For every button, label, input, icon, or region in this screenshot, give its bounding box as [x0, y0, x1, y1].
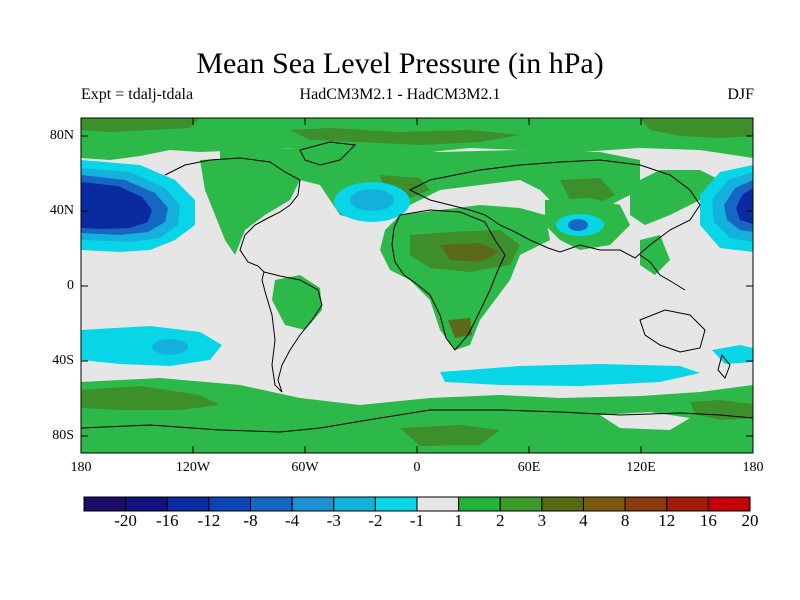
colorbar-label: -2: [368, 511, 383, 530]
eurasia-positive-anomaly: [220, 148, 640, 220]
north-pacific-low-core-west: [81, 182, 152, 229]
colorbar-label: -12: [197, 511, 221, 530]
y-tick-label: 80S: [52, 428, 74, 443]
north-atlantic-low-core: [350, 189, 394, 211]
southern-africa-dark-olive: [448, 318, 472, 338]
south-america-positive: [272, 275, 322, 330]
colorbar-label: 12: [658, 511, 676, 530]
greenland-coastline: [299, 141, 357, 166]
south-pacific-low-core: [152, 339, 188, 355]
colorbar-label: -16: [155, 511, 179, 530]
siberia-olive-patch: [560, 178, 615, 205]
colorbar-label: 8: [620, 511, 630, 530]
antarctica-coastline: [81, 409, 753, 433]
himalaya-negative-core: [568, 219, 588, 231]
colorbar-swatch: [458, 496, 501, 512]
north-pacific-low-core-east: [736, 188, 753, 224]
antarctic-olive-west: [81, 386, 220, 410]
x-tick-label: 60W: [291, 460, 319, 475]
antarctic-olive-east: [690, 400, 753, 420]
colorbar-swatch: [250, 496, 293, 512]
model-label: HadCM3M2.1 - HadCM3M2.1: [299, 86, 501, 103]
colorbar-swatch: [125, 496, 168, 512]
colorbar-swatch: [374, 496, 418, 512]
colorbar-swatch: [416, 496, 460, 512]
x-tick-label: 0: [413, 460, 421, 475]
southern-ocean-low-band: [440, 364, 700, 386]
colorbar-swatch: [666, 496, 709, 512]
experiment-label: Expt = tdalj-tdala: [81, 86, 194, 103]
colorbar-swatch: [166, 496, 210, 512]
y-tick-label: 40S: [52, 353, 74, 368]
colorbar-swatch: [583, 496, 626, 512]
colorbar-swatch: [291, 496, 335, 512]
x-tick-label: 180: [742, 460, 764, 475]
season-label: DJF: [727, 86, 754, 103]
south-pacific-low: [81, 326, 222, 366]
colorbar-label: -20: [114, 511, 137, 530]
colorbar-swatch: [707, 496, 751, 512]
colorbar-label: 4: [579, 511, 588, 530]
colorbar-swatch: [499, 496, 543, 512]
coastlines: [81, 141, 753, 433]
indochina-positive: [640, 235, 670, 275]
antarctic-olive-central: [400, 425, 500, 446]
colorbar-label: 16: [699, 511, 717, 530]
x-tick-label: 60E: [517, 460, 541, 475]
south-america-coastline: [261, 271, 323, 393]
east-asia-positive: [630, 170, 720, 225]
maritime-continent-coastline: [639, 254, 686, 291]
colorbar-label: 3: [537, 511, 547, 530]
antarctic-neutral-pocket: [600, 412, 690, 430]
colorbar-label: -4: [285, 511, 300, 530]
y-tick-label: 80N: [49, 128, 74, 143]
new-zealand-coastline: [717, 353, 731, 379]
pressure-field: [81, 118, 753, 453]
arctic-olive-west: [81, 118, 200, 132]
x-tick-label: 120E: [626, 460, 656, 475]
colorbar-label: 20: [741, 511, 759, 530]
tick-marks: [81, 118, 753, 453]
australia-coastline: [639, 309, 706, 353]
colorbar-label: 1: [454, 511, 463, 530]
colorbar-swatch: [624, 496, 668, 512]
x-tick-label: 120W: [175, 460, 211, 475]
north-america-coastline: [164, 157, 301, 273]
arctic-olive-east: [640, 118, 753, 138]
x-tick-label: 180: [70, 460, 92, 475]
y-tick-label: 0: [67, 278, 74, 293]
arctic-olive-central: [290, 128, 520, 145]
map-title: Mean Sea Level Pressure (in hPa): [196, 47, 604, 80]
colorbar: [83, 496, 751, 512]
colorbar-swatch: [541, 496, 585, 512]
colorbar-label: -1: [409, 511, 425, 530]
sahara-dark-olive: [440, 243, 500, 262]
tasman-low: [712, 345, 753, 364]
colorbar-swatch: [208, 496, 252, 512]
north-america-positive: [200, 158, 300, 255]
y-tick-label: 40N: [49, 203, 74, 218]
colorbar-swatch: [333, 496, 376, 512]
africa-coastline: [391, 209, 506, 351]
antarctic-positive-anomaly: [81, 378, 753, 453]
colorbar-label: -3: [326, 511, 341, 530]
colorbar-label: 2: [496, 511, 505, 530]
eurasia-coastline: [408, 159, 701, 259]
colorbar-swatch: [83, 496, 127, 512]
colorbar-label: -8: [243, 511, 258, 530]
